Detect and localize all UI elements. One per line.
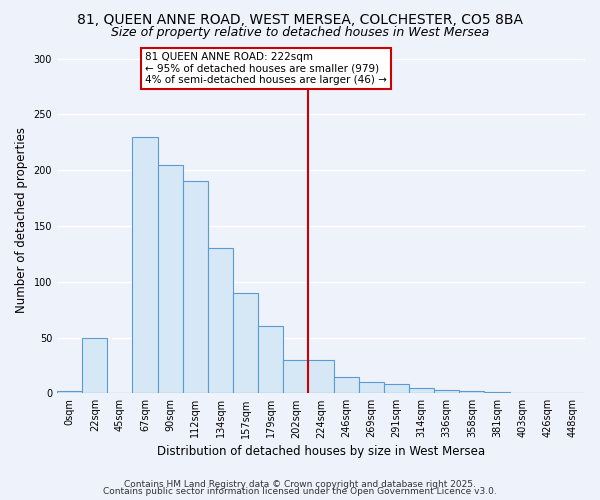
Bar xyxy=(334,376,359,394)
Y-axis label: Number of detached properties: Number of detached properties xyxy=(15,128,28,314)
Bar xyxy=(158,164,183,394)
Bar xyxy=(484,392,509,394)
Text: 81, QUEEN ANNE ROAD, WEST MERSEA, COLCHESTER, CO5 8BA: 81, QUEEN ANNE ROAD, WEST MERSEA, COLCHE… xyxy=(77,12,523,26)
Bar xyxy=(384,384,409,394)
Bar xyxy=(409,388,434,394)
Bar xyxy=(258,326,283,394)
Text: Contains public sector information licensed under the Open Government Licence v3: Contains public sector information licen… xyxy=(103,487,497,496)
Text: Size of property relative to detached houses in West Mersea: Size of property relative to detached ho… xyxy=(111,26,489,39)
X-axis label: Distribution of detached houses by size in West Mersea: Distribution of detached houses by size … xyxy=(157,444,485,458)
Text: 81 QUEEN ANNE ROAD: 222sqm
← 95% of detached houses are smaller (979)
4% of semi: 81 QUEEN ANNE ROAD: 222sqm ← 95% of deta… xyxy=(145,52,387,85)
Bar xyxy=(434,390,459,394)
Bar xyxy=(359,382,384,394)
Bar xyxy=(183,182,208,394)
Bar xyxy=(208,248,233,394)
Bar xyxy=(133,136,158,394)
Bar xyxy=(283,360,308,394)
Bar xyxy=(308,360,334,394)
Bar xyxy=(233,293,258,394)
Bar xyxy=(82,338,107,394)
Text: Contains HM Land Registry data © Crown copyright and database right 2025.: Contains HM Land Registry data © Crown c… xyxy=(124,480,476,489)
Bar xyxy=(459,391,484,394)
Bar xyxy=(57,391,82,394)
